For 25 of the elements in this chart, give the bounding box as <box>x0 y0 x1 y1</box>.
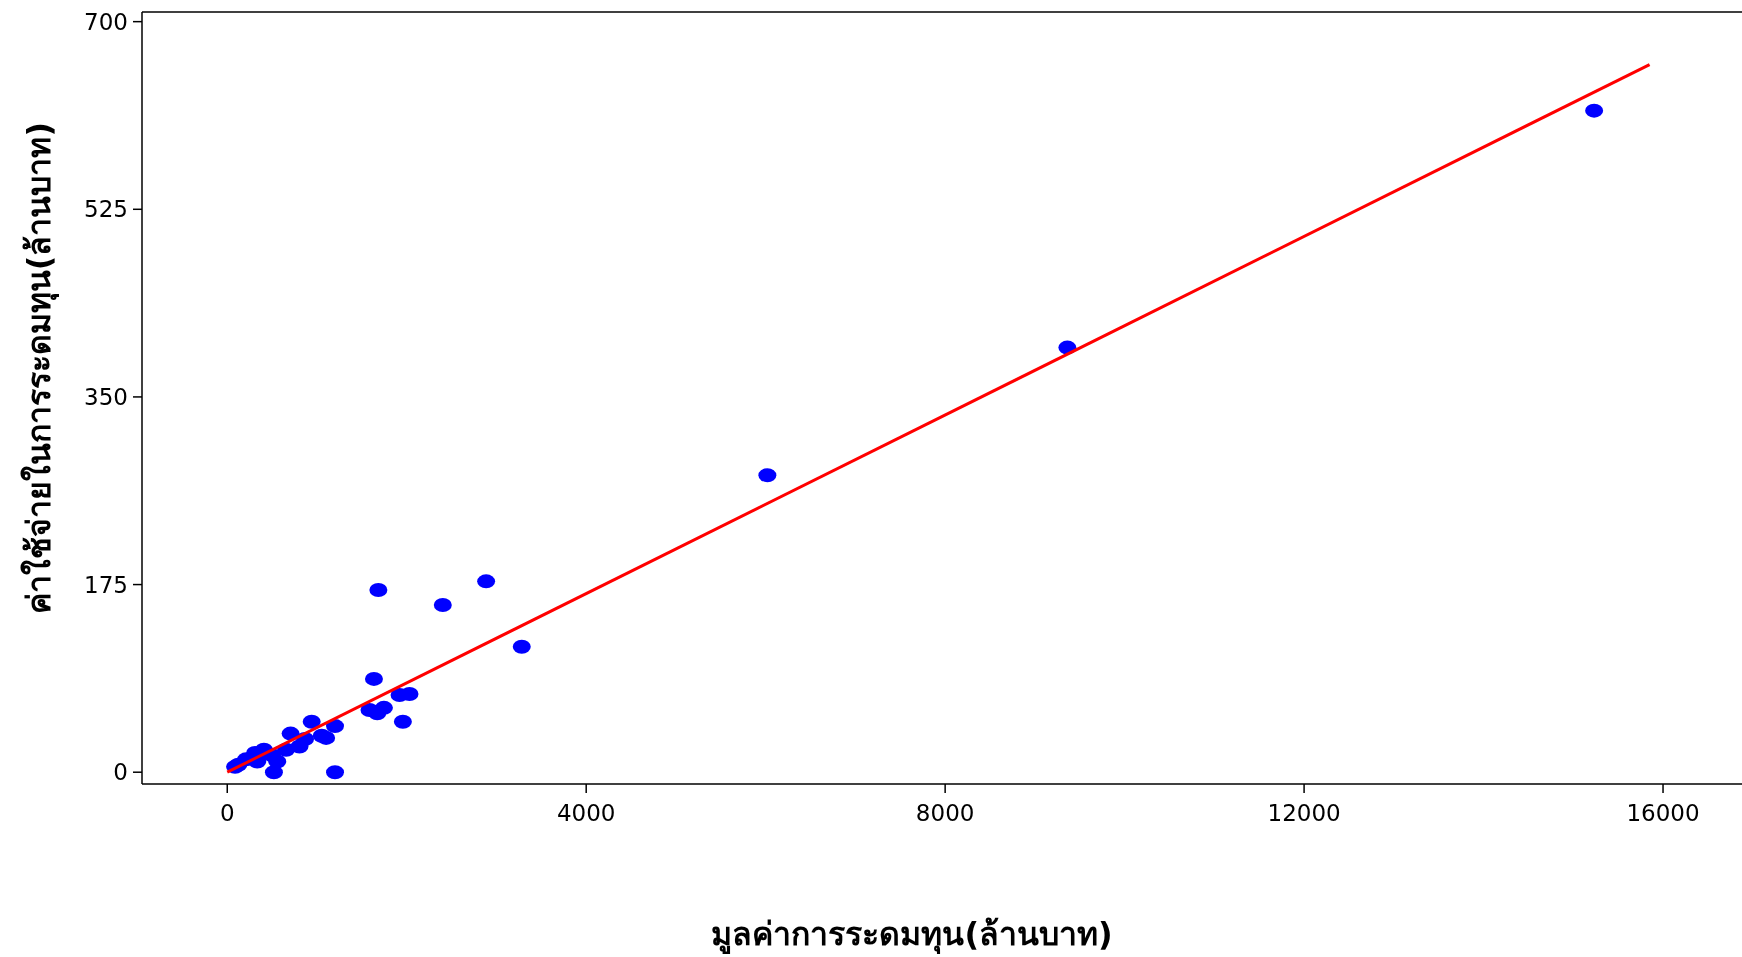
point <box>326 719 345 734</box>
y-tick-label: 525 <box>84 196 128 223</box>
x-tick-label: 4000 <box>556 800 616 826</box>
y-tick-label: 175 <box>84 571 128 598</box>
point <box>393 714 412 729</box>
y-tick-label: 350 <box>84 383 128 410</box>
point <box>364 671 383 686</box>
x-tick-label: 0 <box>219 800 235 826</box>
point <box>1585 103 1604 118</box>
x-tick-label: 12000 <box>1267 800 1341 826</box>
point <box>302 714 321 729</box>
point <box>326 765 345 780</box>
point <box>369 582 388 597</box>
x-tick-label: 16000 <box>1626 800 1700 826</box>
point <box>758 468 777 483</box>
y-axis-title: ค่าใช้จ่ายในการระดมทุน(ล้านบาท) <box>20 121 60 615</box>
point <box>433 597 452 612</box>
x-tick-label: 8000 <box>915 800 975 826</box>
point <box>317 730 336 745</box>
y-tick-label: 0 <box>113 759 128 786</box>
point <box>477 574 496 589</box>
point <box>512 639 531 654</box>
y-tick-label: 700 <box>84 8 128 35</box>
x-axis-title: มูลค่าการระดมทุน(ล้านบาท) <box>711 915 1113 955</box>
point <box>268 754 287 769</box>
